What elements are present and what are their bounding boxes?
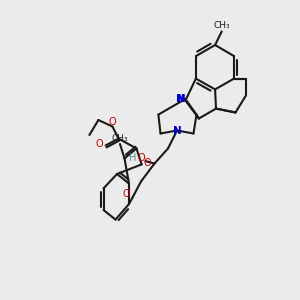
Text: O: O — [122, 189, 130, 199]
Text: O: O — [138, 152, 146, 163]
Text: N: N — [172, 125, 182, 136]
Text: H: H — [129, 153, 136, 163]
Text: N: N — [176, 94, 185, 104]
Text: N: N — [176, 94, 184, 104]
Text: O: O — [144, 158, 152, 168]
Text: O: O — [95, 139, 103, 149]
Text: O: O — [109, 117, 116, 127]
Text: CH₃: CH₃ — [112, 134, 128, 142]
Text: CH₃: CH₃ — [213, 21, 230, 30]
